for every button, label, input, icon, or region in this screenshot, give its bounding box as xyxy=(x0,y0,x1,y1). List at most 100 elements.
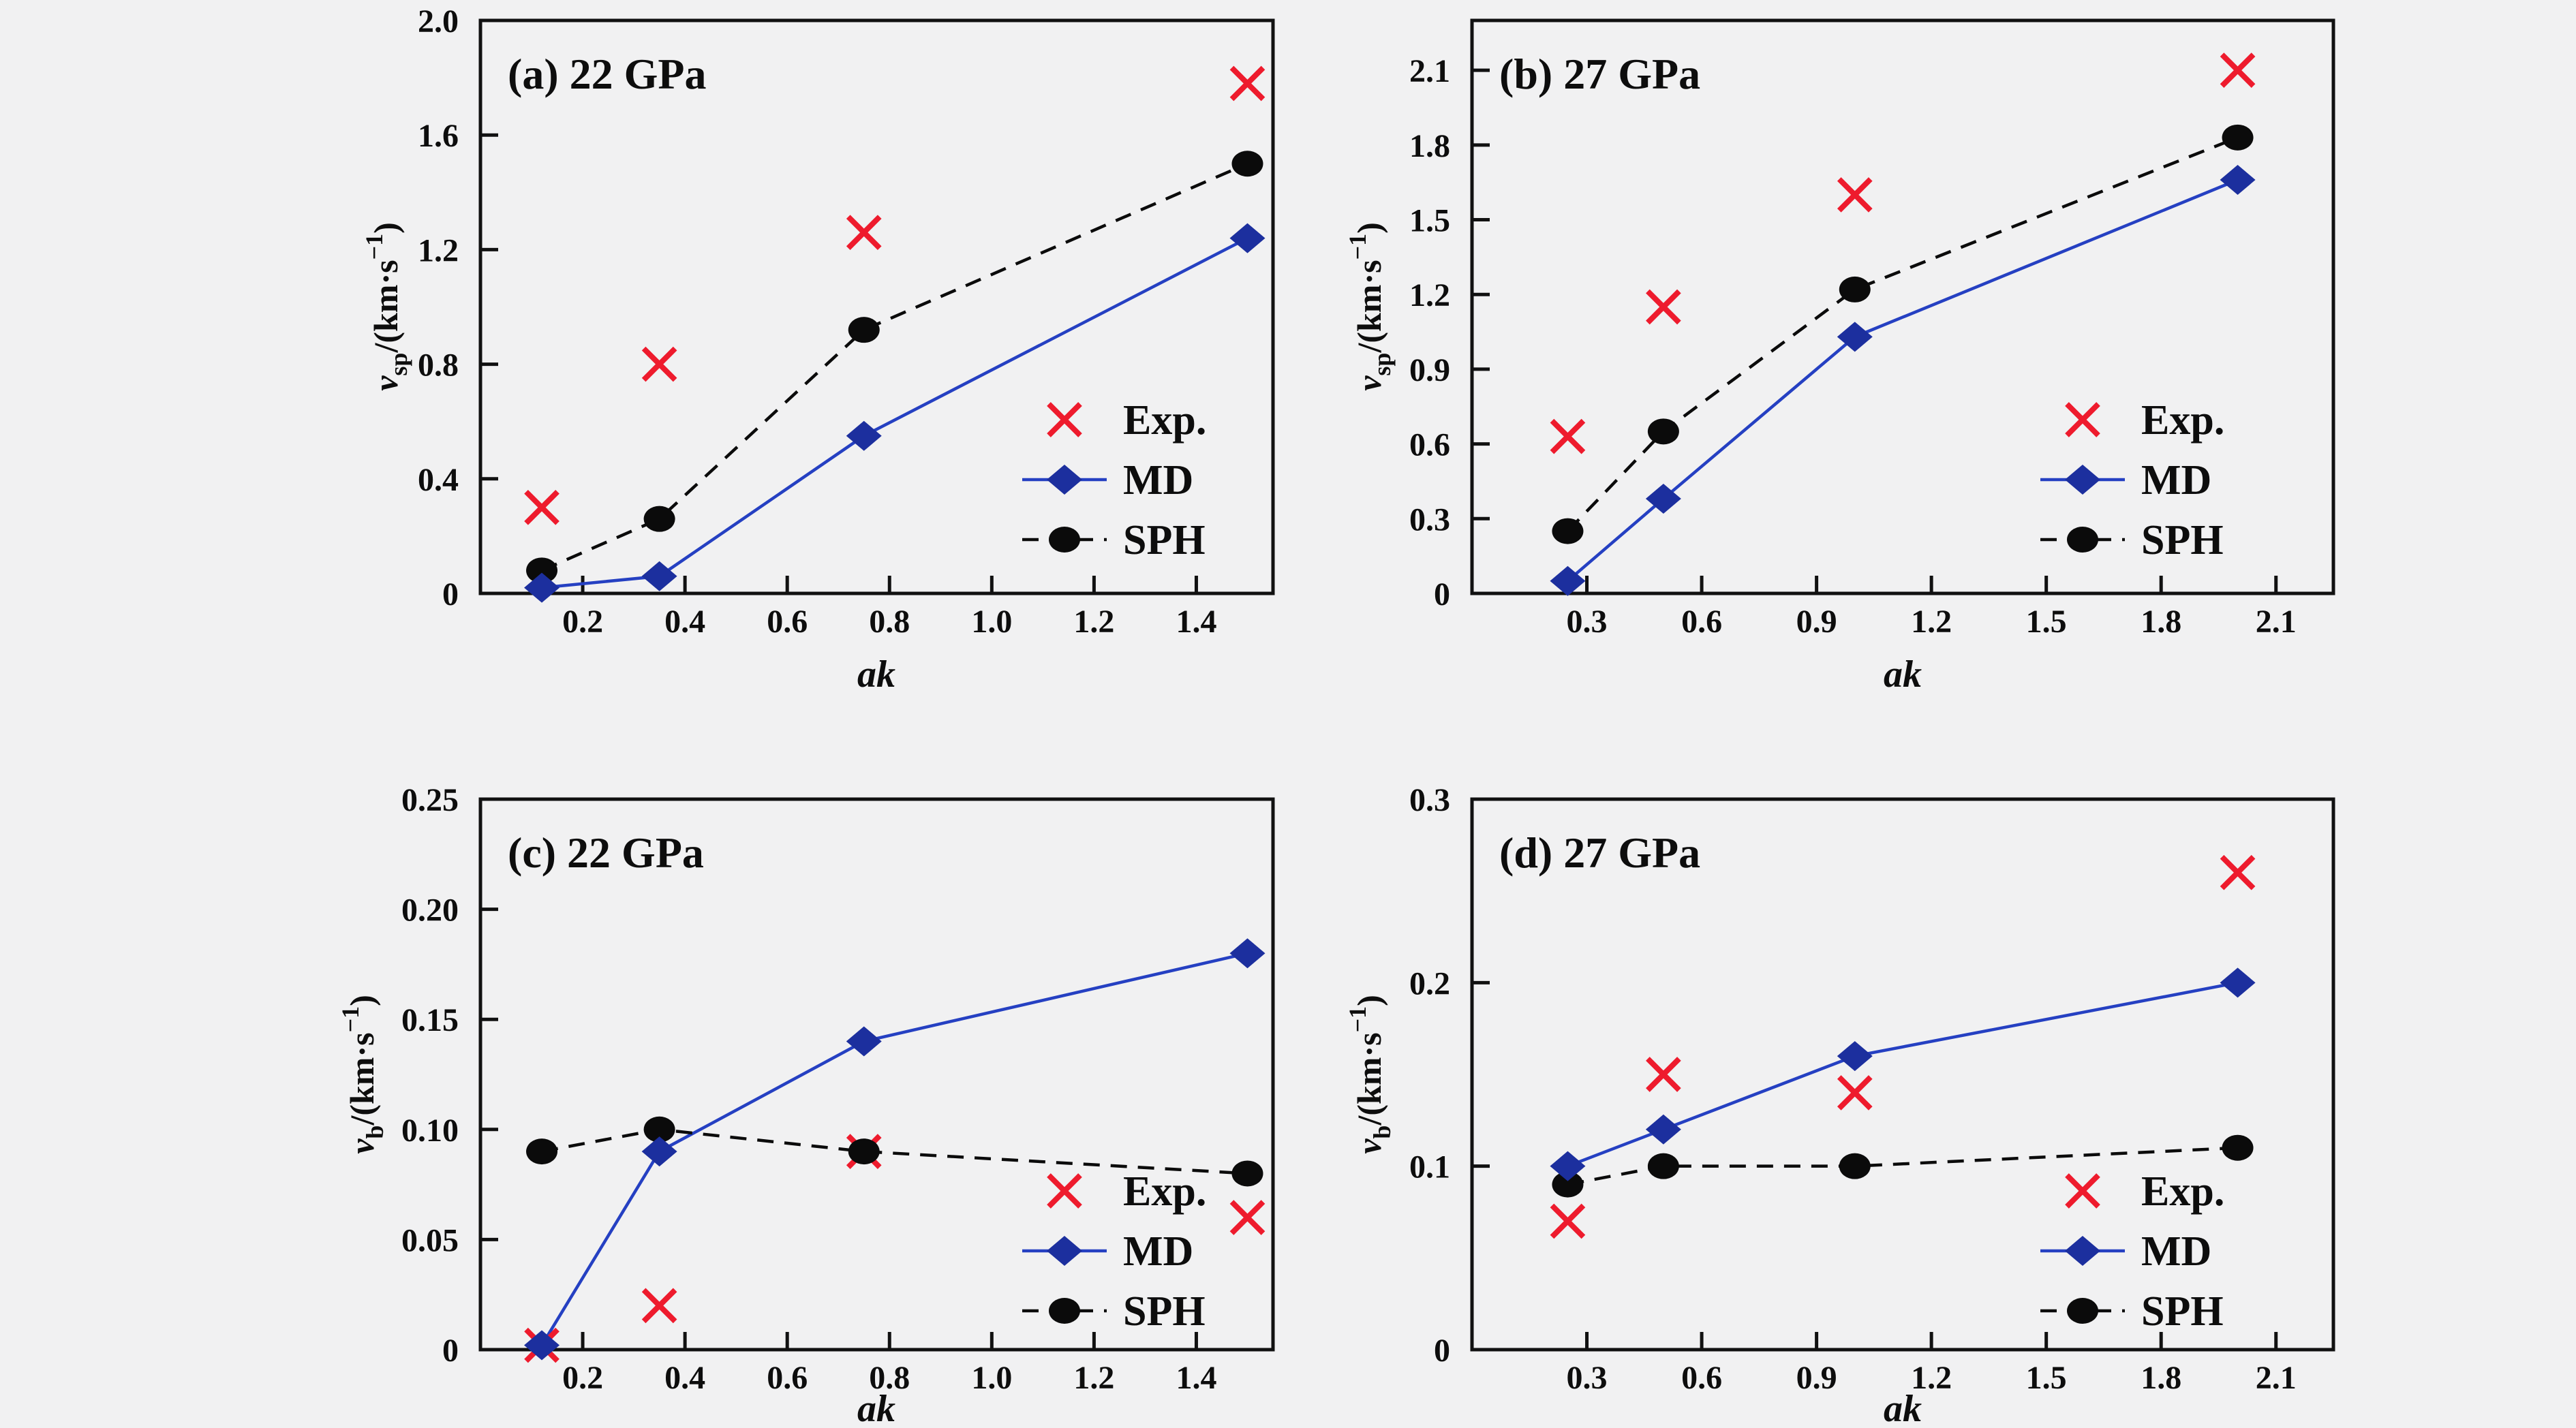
sph-line xyxy=(541,1128,1248,1175)
marker-md-diamond xyxy=(641,1136,677,1167)
legend-item-sph: SPH xyxy=(2040,1288,2224,1335)
legend-item-md: MD xyxy=(2040,457,2211,503)
sph-line xyxy=(1566,136,2239,533)
y-tick-label: 1.2 xyxy=(1409,277,1450,313)
marker-sph-circle xyxy=(848,1138,880,1165)
x-tick-label: 1.2 xyxy=(1911,1360,1952,1396)
marker-sph-circle xyxy=(526,557,558,584)
md-line xyxy=(541,236,1248,589)
legend-label-exp: Exp. xyxy=(2141,397,2224,444)
marker-exp-x xyxy=(1550,1203,1586,1239)
marker-exp-x xyxy=(1047,1173,1082,1209)
panel-d: 0.3 0.6 0.9 1.2 1.5 1.8 2.1 0 0.1 0.2 0.3 (d) 27 GP… xyxy=(1344,782,2335,1428)
legend-item-md: MD xyxy=(1022,457,1193,503)
marker-sph-circle xyxy=(643,506,675,532)
marker-md-diamond xyxy=(846,1026,882,1057)
marker-md-diamond xyxy=(641,561,677,591)
y-tick-label: 2.1 xyxy=(1409,53,1450,89)
x-tick-label: 1.2 xyxy=(1073,1360,1114,1396)
y-tick-label: 0 xyxy=(442,1333,459,1369)
x-tick-label: 1.5 xyxy=(2026,1360,2067,1396)
marker-sph-circle xyxy=(2067,527,2098,553)
legend-item-sph: SPH xyxy=(1022,1288,1206,1335)
marker-sph-circle xyxy=(526,1138,558,1165)
marker-sph-circle xyxy=(2067,1298,2098,1324)
y-tick-label: 0 xyxy=(1434,1333,1450,1369)
marker-sph-circle xyxy=(1839,1153,1871,1179)
legend: Exp. MD SPH xyxy=(2040,397,2224,563)
x-tick-label: 0.2 xyxy=(562,604,603,640)
sph-line xyxy=(541,162,1248,572)
plot-frame xyxy=(478,18,1275,595)
x-tick-label: 0.9 xyxy=(1796,1360,1837,1396)
y-tick-label: 0.25 xyxy=(401,782,459,818)
x-tick-label: 2.1 xyxy=(2256,1360,2297,1396)
y-tick-label: 0.15 xyxy=(401,1002,459,1038)
y-axis-label: vsp/(km·s−1) xyxy=(361,222,412,391)
x-tick-label: 1.8 xyxy=(2141,604,2181,640)
marker-exp-x xyxy=(2220,854,2256,890)
marker-md-diamond xyxy=(2220,165,2256,196)
marker-md-diamond xyxy=(1837,322,1873,352)
marker-sph-circle xyxy=(2222,124,2254,151)
plot-frame xyxy=(478,797,1275,1352)
y-axis-label: vb/(km·s−1) xyxy=(337,995,388,1154)
x-tick-label: 0.6 xyxy=(767,604,808,640)
marker-exp-x xyxy=(641,1288,677,1324)
x-tick-label: 0.8 xyxy=(869,1360,910,1396)
marker-md-diamond xyxy=(1229,223,1266,253)
sph-line xyxy=(1567,1146,2238,1186)
x-tick-label: 0.4 xyxy=(664,1360,705,1396)
marker-md-diamond xyxy=(1550,1151,1586,1181)
x-tick-label: 0.8 xyxy=(869,604,910,640)
legend-label-exp: Exp. xyxy=(1123,397,1206,444)
marker-sph-circle xyxy=(1049,527,1080,553)
y-tick-label: 0.3 xyxy=(1409,501,1450,538)
y-tick-label: 0.1 xyxy=(1409,1149,1450,1185)
marker-exp-x xyxy=(2065,402,2100,437)
legend-item-sph: SPH xyxy=(2040,517,2224,563)
marker-md-diamond xyxy=(2065,1236,2100,1266)
x-tick-label: 1.0 xyxy=(971,1360,1012,1396)
marker-md-diamond xyxy=(1229,938,1266,969)
marker-md-diamond xyxy=(2220,967,2256,998)
y-tick-label: 0.9 xyxy=(1409,352,1450,388)
marker-sph-circle xyxy=(2222,1134,2254,1161)
marker-md-diamond xyxy=(1645,1114,1681,1145)
marker-md-diamond xyxy=(524,1330,560,1361)
marker-sph-circle xyxy=(1049,1298,1080,1324)
y-tick-label: 0.2 xyxy=(1409,965,1450,1002)
marker-exp-x xyxy=(1646,1057,1681,1092)
x-tick-label: 0.3 xyxy=(1567,604,1608,640)
marker-exp-x xyxy=(1229,65,1266,102)
y-tick-label: 0.20 xyxy=(401,892,459,929)
marker-sph-circle xyxy=(1552,1171,1584,1198)
panel-title: (a) 22 GPa xyxy=(508,50,707,98)
legend-label-sph: SPH xyxy=(2141,1288,2224,1335)
md-line xyxy=(540,952,1248,1346)
legend-label-md: MD xyxy=(1123,457,1193,503)
x-tick-label: 2.1 xyxy=(2256,604,2297,640)
x-tick-label: 1.0 xyxy=(971,604,1012,640)
marker-md-diamond xyxy=(1645,484,1681,514)
legend-label-md: MD xyxy=(1123,1228,1193,1275)
marker-exp-x xyxy=(1047,402,1082,437)
y-tick-label: 0.6 xyxy=(1409,427,1450,463)
md-line xyxy=(1566,178,2239,583)
panel-title: (b) 27 GPa xyxy=(1499,50,1700,98)
legend-label-sph: SPH xyxy=(1123,517,1206,563)
marker-sph-circle xyxy=(643,1116,675,1143)
y-tick-label: 0.3 xyxy=(1409,782,1450,818)
legend-item-exp: Exp. xyxy=(1047,1168,1206,1215)
legend-item-exp: Exp. xyxy=(2065,397,2224,444)
y-tick-label: 1.6 xyxy=(418,118,459,154)
x-tick-label: 1.8 xyxy=(2141,1360,2181,1396)
marker-exp-x xyxy=(1837,177,1873,213)
y-tick-label: 1.2 xyxy=(418,232,459,268)
legend-label-sph: SPH xyxy=(2141,517,2224,563)
x-tick-label: 1.4 xyxy=(1176,1360,1216,1396)
marker-md-diamond xyxy=(1837,1041,1873,1072)
y-tick-label: 0 xyxy=(442,576,459,612)
